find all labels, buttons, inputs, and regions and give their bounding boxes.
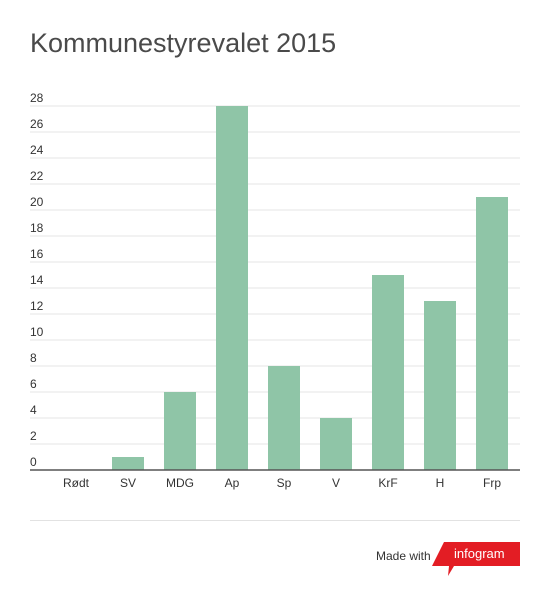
chart-title: Kommunestyrevalet 2015 bbox=[30, 28, 337, 58]
x-tick-label: V bbox=[332, 476, 340, 490]
bar-h[interactable] bbox=[424, 301, 456, 470]
infogram-logo-badge bbox=[432, 542, 520, 576]
infogram-logo-text: infogram bbox=[454, 546, 505, 561]
bar-mdg[interactable] bbox=[164, 392, 196, 470]
y-tick-label: 22 bbox=[30, 169, 44, 183]
bar-sv[interactable] bbox=[112, 457, 144, 470]
y-tick-label: 4 bbox=[30, 403, 37, 417]
bars bbox=[112, 106, 508, 470]
x-tick-label: Ap bbox=[225, 476, 240, 490]
y-tick-label: 26 bbox=[30, 117, 44, 131]
y-tick-label: 28 bbox=[30, 91, 44, 105]
x-axis-tick-labels: Rødt SV MDG Ap Sp V KrF H Frp bbox=[63, 476, 501, 490]
y-tick-label: 16 bbox=[30, 247, 44, 261]
bar-frp[interactable] bbox=[476, 197, 508, 470]
y-tick-label: 24 bbox=[30, 143, 44, 157]
bar-sp[interactable] bbox=[268, 366, 300, 470]
x-tick-label: Frp bbox=[483, 476, 501, 490]
x-tick-label: MDG bbox=[166, 476, 194, 490]
y-tick-label: 14 bbox=[30, 273, 44, 287]
y-tick-label: 18 bbox=[30, 221, 44, 235]
x-tick-label: H bbox=[436, 476, 445, 490]
y-tick-label: 12 bbox=[30, 299, 44, 313]
y-tick-label: 2 bbox=[30, 429, 37, 443]
y-tick-label: 0 bbox=[30, 455, 37, 469]
y-tick-label: 8 bbox=[30, 351, 37, 365]
y-tick-label: 10 bbox=[30, 325, 44, 339]
x-tick-label: Rødt bbox=[63, 476, 90, 490]
y-tick-label: 20 bbox=[30, 195, 44, 209]
made-with-text: Made with bbox=[376, 549, 431, 563]
infogram-logo[interactable]: infogram bbox=[432, 542, 520, 576]
x-tick-label: SV bbox=[120, 476, 136, 490]
x-tick-label: Sp bbox=[277, 476, 292, 490]
bar-ap[interactable] bbox=[216, 106, 248, 470]
bar-krf[interactable] bbox=[372, 275, 404, 470]
footer-divider bbox=[30, 520, 520, 521]
x-tick-label: KrF bbox=[378, 476, 397, 490]
y-tick-label: 6 bbox=[30, 377, 37, 391]
bar-v[interactable] bbox=[320, 418, 352, 470]
